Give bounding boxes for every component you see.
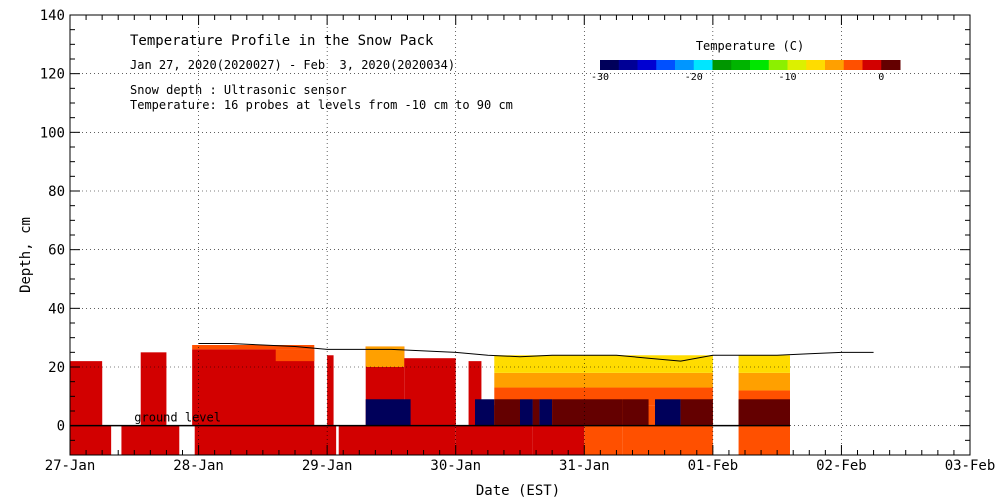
temperature-cell [738,425,790,455]
x-tick-label: 28-Jan [173,458,224,474]
colorbar-cell [881,60,901,70]
colorbar-cell [787,60,807,70]
y-tick-label: 60 [48,243,65,259]
temperature-cell [140,352,167,426]
y-tick-label: 120 [40,67,65,83]
colorbar-cell [862,60,882,70]
note-temperature: Temperature: 16 probes at levels from -1… [130,98,513,112]
colorbar-cell [768,60,788,70]
x-tick-label: 01-Feb [688,458,739,474]
y-axis-label: Depth, cm [18,217,34,293]
temperature-cell [622,399,649,426]
chart-subtitle: Jan 27, 2020(2020027) - Feb 3, 2020(2020… [130,58,455,72]
note-snow-depth: Snow depth : Ultrasonic sensor [130,83,347,97]
temperature-colorbar: Temperature (C) -30 -20 -10 0 [591,39,901,83]
colorbar-tick-labels: -30 -20 -10 0 [591,72,884,83]
temperature-cell [192,345,315,350]
temperature-cell [70,425,112,455]
colorbar-tick-label: -20 [685,72,703,83]
temperature-cell [275,349,315,362]
temperature-cell [520,399,533,426]
temperature-cell [82,367,103,426]
x-tick-label: 31-Jan [559,458,610,474]
colorbar-cell [843,60,863,70]
x-axis-label: Date (EST) [476,483,560,499]
x-tick-label: 30-Jan [430,458,481,474]
x-tick-label: 29-Jan [302,458,353,474]
temperature-cell [494,355,713,373]
x-tick-label: 02-Feb [816,458,867,474]
colorbar-cell [656,60,676,70]
y-tick-label: 20 [48,360,65,376]
colorbar-cell [712,60,732,70]
colorbar-cell [750,60,770,70]
snow-depth-line [198,343,874,362]
colorbar-title: Temperature (C) [696,39,804,53]
y-tick-label: 40 [48,301,65,317]
temperature-cell [475,399,495,426]
temperature-blocks [70,345,790,455]
temperature-cell [552,399,623,426]
ground-level-label: ground level [134,411,221,425]
colorbar-tick-label: 0 [878,72,884,83]
colorbar-cell [806,60,826,70]
y-tick-labels: 0 20 40 60 80 100 120 140 [40,8,65,435]
colorbar-cell [618,60,638,70]
x-tick-labels: 27-Jan 28-Jan 29-Jan 30-Jan 31-Jan 01-Feb 02-F… [45,458,996,474]
colorbar-tick-label: -30 [591,72,609,83]
colorbar-cell [600,60,620,70]
temperature-cell [655,399,681,426]
temperature-cell [532,399,540,426]
x-tick-label: 03-Feb [945,458,996,474]
colorbar-cell [637,60,657,70]
axis-ticks [69,14,971,456]
temperature-cell [365,399,411,426]
y-tick-label: 100 [40,125,65,141]
colorbar-cell [693,60,713,70]
temperature-cell [584,425,623,455]
temperature-cell [327,355,334,426]
colorbar-cell [731,60,751,70]
temperature-cell [622,425,713,455]
temperature-cell [494,399,520,426]
chart-title: Temperature Profile in the Snow Pack [130,33,434,49]
temperature-cell [455,425,533,455]
temperature-cell [738,372,790,391]
colorbar-cell [825,60,845,70]
colorbar-tick-label: -10 [778,72,796,83]
temperature-cell [532,425,585,455]
y-tick-label: 80 [48,184,65,200]
colorbar-cells [600,60,901,70]
temperature-cell [410,399,456,426]
temperature-cell [680,399,713,426]
colorbar-cell [675,60,695,70]
temperature-cell [192,349,315,426]
temperature-cell [338,425,456,455]
temperature-cell [365,346,405,367]
y-tick-label: 140 [40,8,65,24]
temperature-cell [194,425,337,455]
temperature-cell [494,372,713,388]
grid-lines [70,15,970,455]
temperature-cell [738,399,790,426]
temperature-cell [738,355,790,373]
temperature-cell [539,399,553,426]
x-tick-label: 27-Jan [45,458,96,474]
y-tick-label: 0 [57,419,65,435]
